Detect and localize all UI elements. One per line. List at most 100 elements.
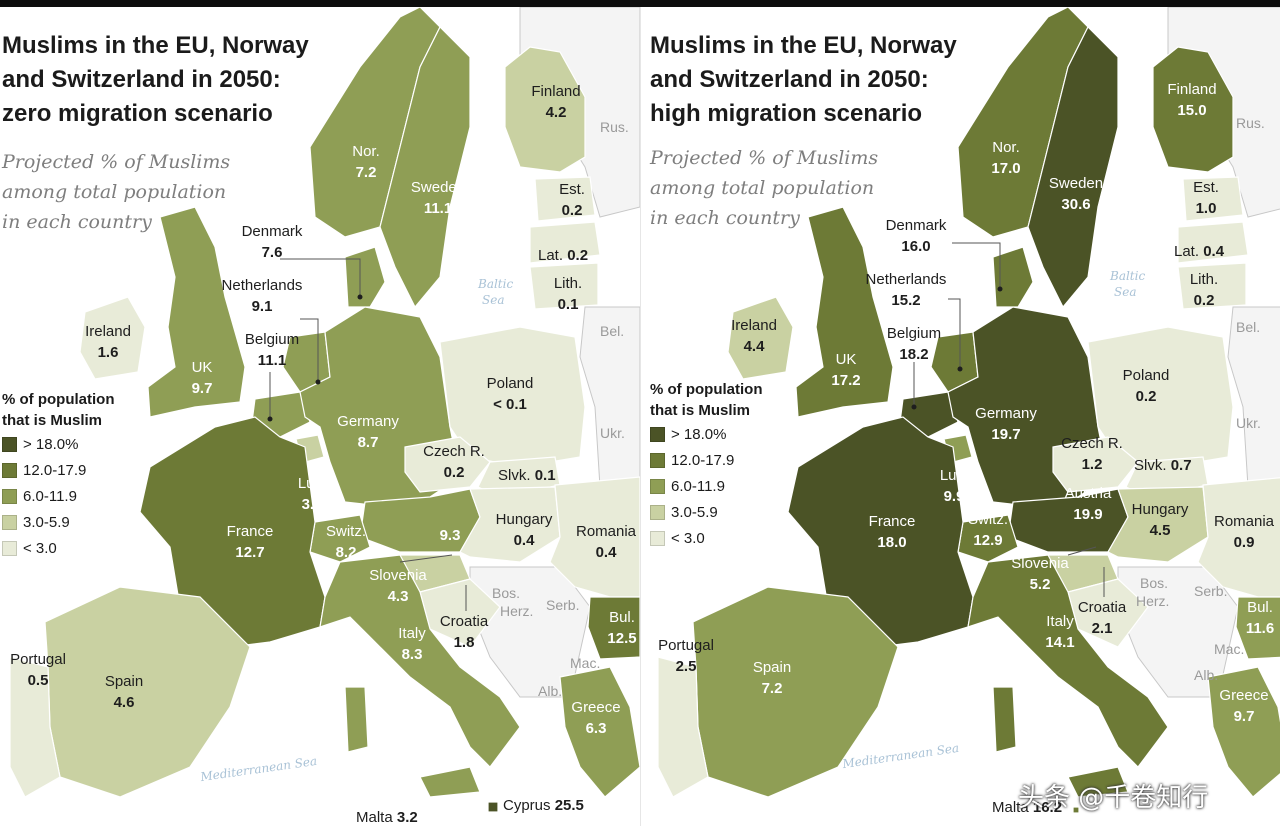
country-value: 0.4 xyxy=(595,544,617,561)
title-line-1: Muslims in the EU, Norway xyxy=(650,32,957,59)
country-name: Portugal xyxy=(658,637,714,654)
legend-swatch xyxy=(650,452,665,468)
country-name: Finland xyxy=(531,83,581,100)
label-portugal: Portugal 0.5 xyxy=(10,649,66,691)
country-value: 0.4 xyxy=(513,532,535,549)
country-value: < 0.1 xyxy=(493,396,527,413)
country-value: 18.2 xyxy=(899,346,929,363)
country-czech xyxy=(1052,436,1139,493)
legend-swatch xyxy=(650,530,665,546)
country-portugal xyxy=(9,656,61,798)
country-sardinia xyxy=(992,686,1017,753)
country-spain xyxy=(44,586,251,798)
leader-line-slovenia xyxy=(1067,546,1097,556)
country-value: 3.2 xyxy=(396,809,418,826)
country-latvia xyxy=(529,221,601,264)
country-name: Switz. xyxy=(967,511,1009,528)
label-czech: Czech R. 1.2 xyxy=(1061,433,1123,475)
label-poland: Poland 0.2 xyxy=(1123,365,1170,407)
marker-netherlands xyxy=(957,366,963,372)
label-latvia: Lat. 0.4 xyxy=(1174,243,1224,260)
country-value: 19.9 xyxy=(1073,506,1103,523)
map-subtitle: Projected % of Muslims among total popul… xyxy=(2,147,302,237)
label-portugal: Portugal 2.5 xyxy=(658,635,714,677)
label-baltic-sea-1: Baltic xyxy=(1110,269,1146,283)
label-uk: UK 9.7 xyxy=(192,357,213,399)
label-italy: Italy 8.3 xyxy=(398,623,426,665)
country-name: Slovenia xyxy=(369,567,427,584)
country-value: 1.2 xyxy=(1081,456,1103,473)
country-name: Lux. xyxy=(939,467,969,484)
label-hungary: Hungary 0.4 xyxy=(496,509,553,551)
map-title: Muslims in the EU, Norway and Switzerlan… xyxy=(650,29,1010,131)
country-name: Belgium xyxy=(886,325,942,342)
label-spain: Spain 4.6 xyxy=(105,671,143,713)
label-bosnia: Bos. xyxy=(492,585,521,601)
country-value: 16.2 xyxy=(1032,799,1063,816)
country-value: 7.2 xyxy=(761,680,783,697)
country-sicily xyxy=(419,766,481,798)
country-name: Sweden xyxy=(410,179,466,196)
legend-item: 3.0-5.9 xyxy=(2,509,142,535)
country-name: UK xyxy=(191,359,213,376)
country-name: Italy xyxy=(398,625,426,642)
panel-high-migration: Muslims in the EU, Norway and Switzerlan… xyxy=(648,7,1280,826)
country-value: 15.2 xyxy=(891,292,921,309)
country-value: 12.7 xyxy=(235,544,265,561)
title-line-1: Muslims in the EU, Norway xyxy=(2,32,309,59)
label-malta: Malta 3.2 xyxy=(356,809,418,826)
label-macedonia: Mac. xyxy=(1214,641,1245,657)
country-value: 12.9 xyxy=(973,532,1003,549)
country-value: 17.2 xyxy=(831,372,861,389)
label-czech: Czech R. 0.2 xyxy=(423,441,485,483)
legend-swatch xyxy=(650,426,665,442)
label-sweden: Sweden 30.6 xyxy=(1049,173,1103,215)
country-lithuania xyxy=(529,262,599,310)
country-value: 2.5 xyxy=(675,658,697,675)
label-latvia: Lat. 0.2 xyxy=(538,247,588,264)
title-line-3: zero migration scenario xyxy=(2,100,273,127)
label-cyprus: Cyprus 25.5 xyxy=(503,797,584,814)
label-russia: Rus. xyxy=(1236,115,1265,131)
country-name: Croatia xyxy=(1077,599,1127,616)
country-name: Sweden xyxy=(1048,175,1104,192)
marker-denmark xyxy=(997,286,1003,292)
label-switzerland: Switz. 8.2 xyxy=(326,521,366,563)
legend-label: 3.0-5.9 xyxy=(671,503,718,521)
map-high-migration xyxy=(657,7,1280,814)
country-sweden xyxy=(379,25,471,309)
country-value: 0.4 xyxy=(1203,243,1225,260)
label-sweden: Sweden 11.1 xyxy=(411,177,465,219)
label-serbia: Serb. xyxy=(546,597,580,613)
country-value: 19.7 xyxy=(991,426,1021,443)
label-norway: Nor. 17.0 xyxy=(991,137,1020,179)
country-value: 1.8 xyxy=(453,634,475,651)
legend-title-line-2: that is Muslim xyxy=(650,402,751,419)
legend-swatch xyxy=(2,514,17,530)
country-name: Denmark xyxy=(241,223,303,240)
country-greece xyxy=(559,666,640,798)
label-ireland: Ireland 4.4 xyxy=(731,315,777,357)
country-value: 30.6 xyxy=(1061,196,1091,213)
country-name: Czech R. xyxy=(1061,435,1123,452)
country-italy xyxy=(319,554,521,768)
leader-line-netherlands xyxy=(300,318,319,382)
legend-swatch xyxy=(2,436,17,452)
label-lithuania: Lith. 0.2 xyxy=(1190,269,1218,311)
subtitle-line-1: Projected % of Muslims xyxy=(2,151,231,173)
country-name: Finland xyxy=(1167,81,1217,98)
country-name: Germany xyxy=(337,413,399,430)
country-name: Croatia xyxy=(439,613,489,630)
country-czech xyxy=(404,436,491,493)
country-name: Greece xyxy=(1219,687,1269,704)
country-name: Lith. xyxy=(1189,271,1219,288)
marker-netherlands xyxy=(315,379,321,385)
country-uk xyxy=(147,206,246,418)
country-name: Malta xyxy=(992,799,1029,816)
label-spain: Spain 7.2 xyxy=(753,657,791,699)
label-denmark: Denmark 7.6 xyxy=(242,221,303,263)
label-croatia: Croatia 1.8 xyxy=(440,611,488,653)
country-name: UK xyxy=(835,351,857,368)
label-poland: Poland < 0.1 xyxy=(487,373,534,415)
country-value: 4.4 xyxy=(743,338,765,355)
